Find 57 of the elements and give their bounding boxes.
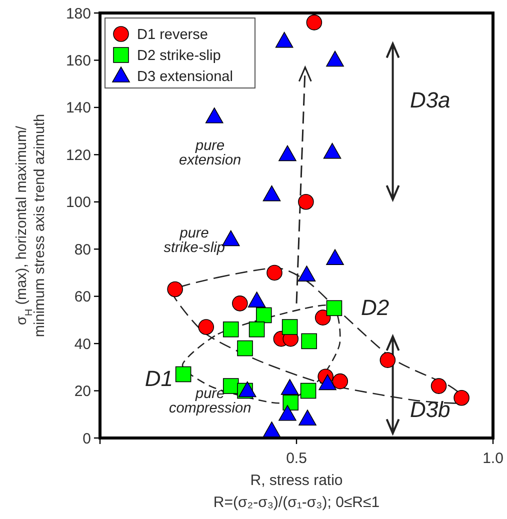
x-axis-title: R, stress ratio R=(σ₂-σ₃)/(σ₁-σ₃); 0≤R≤1: [213, 472, 380, 511]
point: [222, 321, 239, 338]
point: [248, 292, 266, 308]
point: [222, 378, 239, 394]
y-tick-label: 120: [66, 146, 91, 164]
annotation: D3b: [410, 396, 450, 422]
point: [298, 194, 314, 210]
y-tick-label: 60: [74, 288, 91, 306]
y-tick-label: 0: [82, 430, 91, 448]
point: [262, 185, 281, 202]
point: [380, 352, 396, 368]
point: [278, 404, 296, 421]
legend-label: D3 extensional: [137, 69, 233, 86]
y-tick-label: 100: [66, 194, 91, 212]
point: [275, 32, 294, 48]
point: [326, 300, 342, 316]
annotation: pure strike-slip: [164, 225, 225, 256]
annotation: D2: [361, 295, 390, 320]
point: [262, 422, 281, 438]
point: [198, 319, 214, 335]
annotation: pure extension: [179, 138, 242, 168]
point: [298, 410, 316, 426]
y-tick-label: 80: [74, 241, 91, 258]
legend-label: D1 reverse: [137, 27, 208, 44]
y-tick-label: 180: [66, 5, 91, 22]
point: [314, 310, 331, 326]
point: [326, 50, 344, 67]
point: [278, 145, 296, 162]
point: [332, 373, 348, 390]
point: [430, 378, 447, 394]
y-tick-label: 160: [66, 52, 91, 70]
point: [167, 281, 183, 298]
point: [282, 319, 298, 335]
point: [232, 296, 248, 312]
x-tick-label: 0.5: [286, 450, 307, 467]
point: [298, 266, 316, 282]
y-tick-label: 20: [74, 383, 91, 400]
point: [175, 366, 192, 382]
y-tick-label: 40: [74, 336, 91, 353]
annotation: D3a: [410, 87, 450, 112]
point: [282, 394, 299, 410]
legend-label: D2 strike-slip: [137, 48, 221, 64]
point: [238, 381, 256, 398]
point: [301, 333, 317, 350]
point: [256, 307, 272, 324]
point: [318, 374, 336, 390]
point: [280, 379, 299, 395]
point: [300, 382, 316, 399]
point: [323, 142, 342, 159]
point: [326, 249, 344, 265]
point: [205, 107, 224, 124]
point: [237, 340, 253, 356]
y-tick-label: 140: [66, 100, 91, 117]
x-tick-label: 1.0: [482, 450, 504, 467]
point: [454, 390, 470, 406]
point: [248, 321, 265, 338]
point: [266, 264, 282, 281]
